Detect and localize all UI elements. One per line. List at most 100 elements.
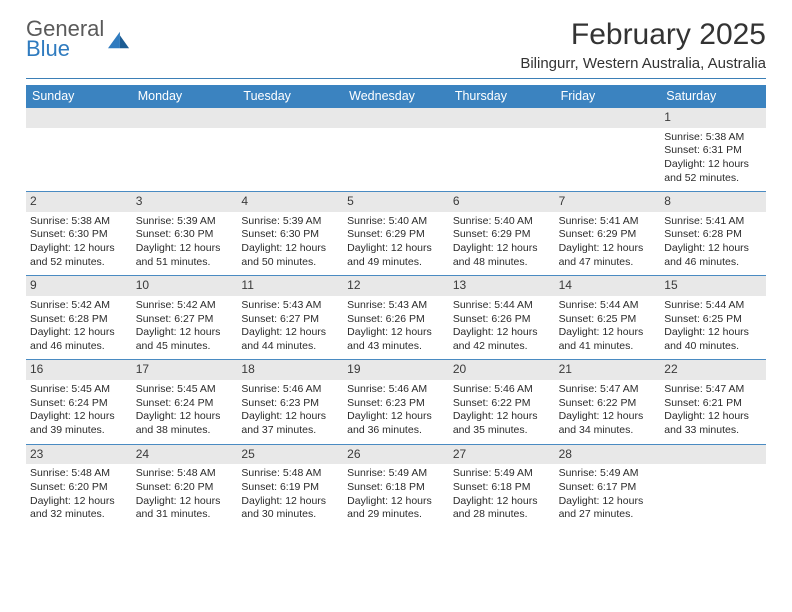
sunset-line: Sunset: 6:26 PM: [453, 313, 551, 327]
sunset-line: Sunset: 6:26 PM: [347, 313, 445, 327]
calendar-cell: 7Sunrise: 5:41 AMSunset: 6:29 PMDaylight…: [555, 191, 661, 275]
day-number: 23: [26, 444, 132, 465]
calendar-cell: 5Sunrise: 5:40 AMSunset: 6:29 PMDaylight…: [343, 191, 449, 275]
day-number: 24: [132, 444, 238, 465]
day-number: 22: [660, 359, 766, 380]
day-number: 19: [343, 359, 449, 380]
daylight-line: Daylight: 12 hours and 46 minutes.: [664, 242, 762, 269]
calendar-cell: [449, 108, 555, 191]
empty-day-bar: [237, 108, 343, 128]
day-number: 25: [237, 444, 343, 465]
calendar-cell: 6Sunrise: 5:40 AMSunset: 6:29 PMDaylight…: [449, 191, 555, 275]
calendar-cell: [660, 444, 766, 528]
sunrise-line: Sunrise: 5:44 AM: [559, 299, 657, 313]
header-divider: [26, 78, 766, 79]
sunset-line: Sunset: 6:27 PM: [136, 313, 234, 327]
calendar-cell: 18Sunrise: 5:46 AMSunset: 6:23 PMDayligh…: [237, 359, 343, 443]
day-header-friday: Friday: [555, 85, 661, 108]
day-number: 13: [449, 275, 555, 296]
sunrise-line: Sunrise: 5:41 AM: [559, 215, 657, 229]
sunrise-line: Sunrise: 5:40 AM: [347, 215, 445, 229]
empty-day-bar: [449, 108, 555, 128]
sunset-line: Sunset: 6:29 PM: [453, 228, 551, 242]
daylight-line: Daylight: 12 hours and 36 minutes.: [347, 410, 445, 437]
sunset-line: Sunset: 6:30 PM: [136, 228, 234, 242]
calendar-cell: 19Sunrise: 5:46 AMSunset: 6:23 PMDayligh…: [343, 359, 449, 443]
calendar-cell: 13Sunrise: 5:44 AMSunset: 6:26 PMDayligh…: [449, 275, 555, 359]
sunset-line: Sunset: 6:29 PM: [559, 228, 657, 242]
daylight-line: Daylight: 12 hours and 50 minutes.: [241, 242, 339, 269]
calendar-cell: 20Sunrise: 5:46 AMSunset: 6:22 PMDayligh…: [449, 359, 555, 443]
day-number: 20: [449, 359, 555, 380]
calendar-cell: 3Sunrise: 5:39 AMSunset: 6:30 PMDaylight…: [132, 191, 238, 275]
day-header-wednesday: Wednesday: [343, 85, 449, 108]
daylight-line: Daylight: 12 hours and 31 minutes.: [136, 495, 234, 522]
daylight-line: Daylight: 12 hours and 41 minutes.: [559, 326, 657, 353]
day-header-tuesday: Tuesday: [237, 85, 343, 108]
calendar-cell: 8Sunrise: 5:41 AMSunset: 6:28 PMDaylight…: [660, 191, 766, 275]
calendar-header-row: SundayMondayTuesdayWednesdayThursdayFrid…: [26, 85, 766, 108]
calendar-cell: 4Sunrise: 5:39 AMSunset: 6:30 PMDaylight…: [237, 191, 343, 275]
sunset-line: Sunset: 6:18 PM: [347, 481, 445, 495]
sunrise-line: Sunrise: 5:48 AM: [136, 467, 234, 481]
daylight-line: Daylight: 12 hours and 46 minutes.: [30, 326, 128, 353]
header: General Blue February 2025 Bilingurr, We…: [26, 18, 766, 72]
calendar-cell: 2Sunrise: 5:38 AMSunset: 6:30 PMDaylight…: [26, 191, 132, 275]
day-number: 16: [26, 359, 132, 380]
daylight-line: Daylight: 12 hours and 28 minutes.: [453, 495, 551, 522]
logo-blue: Blue: [26, 38, 70, 60]
sunrise-line: Sunrise: 5:46 AM: [453, 383, 551, 397]
daylight-line: Daylight: 12 hours and 35 minutes.: [453, 410, 551, 437]
empty-day-bar: [132, 108, 238, 128]
sunset-line: Sunset: 6:24 PM: [30, 397, 128, 411]
day-header-sunday: Sunday: [26, 85, 132, 108]
day-header-thursday: Thursday: [449, 85, 555, 108]
daylight-line: Daylight: 12 hours and 29 minutes.: [347, 495, 445, 522]
sunrise-line: Sunrise: 5:42 AM: [30, 299, 128, 313]
calendar-cell: 11Sunrise: 5:43 AMSunset: 6:27 PMDayligh…: [237, 275, 343, 359]
calendar-cell: 28Sunrise: 5:49 AMSunset: 6:17 PMDayligh…: [555, 444, 661, 528]
sunset-line: Sunset: 6:22 PM: [559, 397, 657, 411]
sunrise-line: Sunrise: 5:45 AM: [136, 383, 234, 397]
location-subtitle: Bilingurr, Western Australia, Australia: [520, 55, 766, 72]
sunrise-line: Sunrise: 5:43 AM: [347, 299, 445, 313]
sunrise-line: Sunrise: 5:49 AM: [453, 467, 551, 481]
daylight-line: Daylight: 12 hours and 48 minutes.: [453, 242, 551, 269]
calendar-cell: [132, 108, 238, 191]
sunset-line: Sunset: 6:30 PM: [30, 228, 128, 242]
sunrise-line: Sunrise: 5:44 AM: [453, 299, 551, 313]
calendar-cell: 22Sunrise: 5:47 AMSunset: 6:21 PMDayligh…: [660, 359, 766, 443]
sunset-line: Sunset: 6:20 PM: [136, 481, 234, 495]
sunrise-line: Sunrise: 5:47 AM: [664, 383, 762, 397]
sunrise-line: Sunrise: 5:47 AM: [559, 383, 657, 397]
sunrise-line: Sunrise: 5:43 AM: [241, 299, 339, 313]
calendar-cell: 15Sunrise: 5:44 AMSunset: 6:25 PMDayligh…: [660, 275, 766, 359]
day-number: 26: [343, 444, 449, 465]
sunrise-line: Sunrise: 5:40 AM: [453, 215, 551, 229]
sunset-line: Sunset: 6:31 PM: [664, 144, 762, 158]
day-number: 4: [237, 191, 343, 212]
day-number: 14: [555, 275, 661, 296]
sunset-line: Sunset: 6:29 PM: [347, 228, 445, 242]
sunset-line: Sunset: 6:19 PM: [241, 481, 339, 495]
calendar-body: 1 Sunrise: 5:38 AMSunset: 6:31 PM Daylight…: [26, 108, 766, 528]
calendar-cell: 21Sunrise: 5:47 AMSunset: 6:22 PMDayligh…: [555, 359, 661, 443]
day-number: 27: [449, 444, 555, 465]
day-number: 1: [660, 108, 766, 128]
sunrise-line: Sunrise: 5:38 AM: [664, 131, 762, 145]
calendar-cell: 23Sunrise: 5:48 AMSunset: 6:20 PMDayligh…: [26, 444, 132, 528]
calendar-cell: 12Sunrise: 5:43 AMSunset: 6:26 PMDayligh…: [343, 275, 449, 359]
sunset-line: Sunset: 6:24 PM: [136, 397, 234, 411]
sunset-line: Sunset: 6:27 PM: [241, 313, 339, 327]
day-number: 17: [132, 359, 238, 380]
day-number: 21: [555, 359, 661, 380]
daylight-line: Daylight: 12 hours and 47 minutes.: [559, 242, 657, 269]
empty-day-bar: [343, 108, 449, 128]
day-number: 3: [132, 191, 238, 212]
day-number: 18: [237, 359, 343, 380]
daylight-line: Daylight: 12 hours and 37 minutes.: [241, 410, 339, 437]
calendar-cell: 14Sunrise: 5:44 AMSunset: 6:25 PMDayligh…: [555, 275, 661, 359]
daylight-line: Daylight: 12 hours and 33 minutes.: [664, 410, 762, 437]
sunset-line: Sunset: 6:17 PM: [559, 481, 657, 495]
sunrise-line: Sunrise: 5:42 AM: [136, 299, 234, 313]
